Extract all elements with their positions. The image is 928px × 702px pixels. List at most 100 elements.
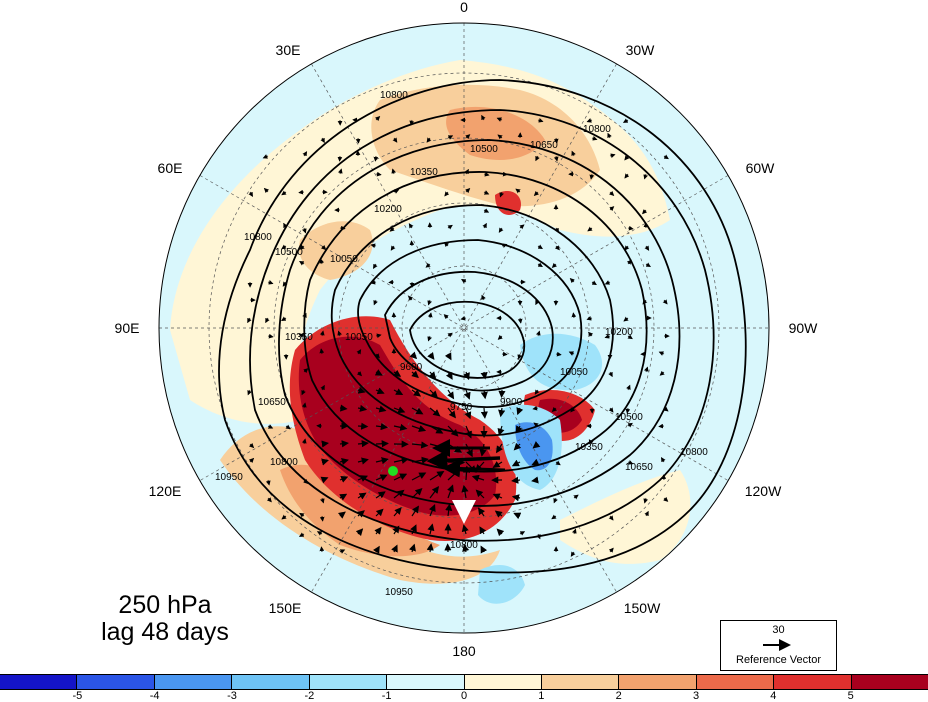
wind-vector [390,245,396,251]
wind-vector [265,317,270,324]
wind-vector [570,407,576,413]
wind-vector-field [247,114,670,557]
wind-vector [357,386,366,394]
wind-vector [337,168,343,175]
wind-vector [501,351,508,357]
wind-vector [516,407,524,416]
wind-vector [447,458,466,466]
wind-vector [266,497,272,503]
wind-vector [533,190,539,197]
wind-vector [645,262,651,267]
colorbar-segment [851,675,928,689]
wind-vector [320,245,327,251]
contour-label: 10350 [285,332,313,343]
wind-vector [499,191,504,198]
wind-vector [373,299,378,306]
wind-vector [659,370,665,376]
wind-vector [411,370,419,379]
wind-vector [319,348,325,355]
wind-vector [622,118,629,123]
wind-vector [515,425,523,434]
wind-vector [627,422,633,428]
colorbar-segment [619,675,697,689]
plot-title: 250 hPa lag 48 days [70,592,260,646]
wind-vector [393,473,408,481]
wind-vector [591,280,597,286]
wind-vector [373,155,379,162]
contour-label: 10800 [270,457,298,468]
wind-vector [247,317,252,324]
wind-vector [511,476,521,484]
wind-vector [302,151,308,157]
wind-vector [501,243,508,248]
wind-vector [426,137,432,143]
wind-vector [427,299,432,306]
wind-vector [511,459,521,467]
wind-vector [532,405,539,411]
wind-vector [320,384,325,391]
contour-label: 10800 [244,232,272,243]
wind-vector [658,423,665,429]
wind-vector [370,243,377,249]
wind-vector [411,472,427,481]
wind-vector [463,371,470,381]
wind-vector [533,422,539,428]
wind-vector [534,389,540,395]
wind-vector [537,262,543,268]
longitude-label-150e: 150E [268,600,302,616]
wind-vector [301,402,307,409]
wind-vector [357,510,365,518]
wind-vector [643,497,649,504]
longitude-label-0: 0 [460,0,468,15]
colorbar-segment [232,675,310,689]
wind-vector [447,224,453,230]
wind-vector [494,510,503,518]
wind-vector [429,407,441,417]
wind-vector [356,371,362,377]
wind-vector [411,407,424,415]
wind-vector [411,505,420,517]
wind-vector [411,487,423,499]
wind-vector [319,497,325,504]
reference-vector-label: Reference Vector [736,654,821,666]
contour-label: 10200 [374,204,402,215]
contour-label: 10500 [615,412,643,423]
wind-vector [492,493,503,501]
colorbar-segment [541,675,620,689]
wind-vector [588,439,594,445]
wind-vector [388,279,395,285]
wind-vector [447,332,453,338]
contour-label: 10800 [583,124,611,135]
wind-vector [426,449,501,471]
wind-vector [519,531,526,536]
wind-vector [661,457,666,463]
wind-vector [608,515,614,521]
wind-vector [357,404,368,412]
wind-vector [320,137,325,144]
wind-vector [586,315,593,321]
wind-vector [391,544,398,553]
wind-vector [663,154,669,160]
wind-vector [409,240,415,247]
wind-vector [608,407,614,413]
wind-vector [321,440,329,448]
wind-vector [587,226,593,232]
wind-vector [355,528,364,537]
wind-vector [281,316,287,322]
wind-vector [339,458,349,465]
wind-vector [517,317,523,324]
wind-vector [555,460,561,466]
contour-label: 9600 [400,362,423,373]
wind-vector [447,389,455,400]
longitude-label-90w: 90W [788,320,818,336]
contour-label: 10800 [380,90,408,101]
longitude-label-30w: 30W [625,42,655,58]
wind-vector [248,191,253,197]
wind-vector [498,407,506,418]
wind-vector [643,366,649,373]
wind-vector [471,474,485,482]
wind-vector [319,546,325,553]
colorbar-segment [0,675,78,689]
wind-vector [662,299,668,305]
